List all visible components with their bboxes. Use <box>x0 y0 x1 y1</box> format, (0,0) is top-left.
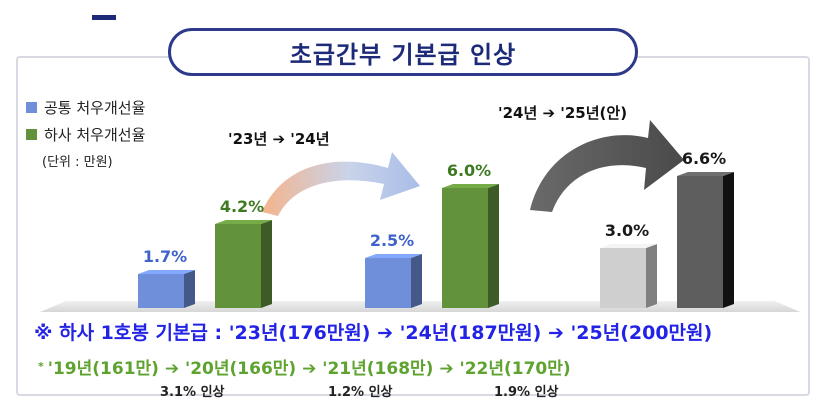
increase-note-20-21: 1.2% 인상 <box>328 385 393 400</box>
legend-item-common: 공통 처우개선율 <box>26 97 145 118</box>
bar-label-2-0: 3.0% <box>605 221 649 240</box>
footnote-base-pay: ※ 하사 1호봉 기본급 : '23년(176만원) ➔ '24년(187만원)… <box>34 322 713 344</box>
arrow-24-25 <box>530 120 684 212</box>
title-banner: 초급간부 기본급 인상 <box>168 28 638 76</box>
history-bullet: * <box>38 360 44 373</box>
legend-swatch-common <box>26 102 37 113</box>
bar-0-1 <box>215 220 272 308</box>
bar-0-0 <box>138 270 195 308</box>
unit-note: (단위 : 만원) <box>42 155 113 170</box>
legend-label-sergeant: 하사 처우개선율 <box>44 126 146 144</box>
arrow-23-24 <box>262 152 420 216</box>
page-title: 초급간부 기본급 인상 <box>289 40 517 69</box>
increase-note-19-20: 3.1% 인상 <box>160 385 225 400</box>
bar-2-0 <box>600 244 657 308</box>
increase-note-21-22: 1.9% 인상 <box>494 385 559 400</box>
annotation-24-25: '24년 ➔ '25년(안) <box>498 104 627 122</box>
legend-item-sergeant: 하사 처우개선율 <box>26 124 145 145</box>
history-text: '19년(161만) ➔ '20년(166만) ➔ '21년(168만) ➔ '… <box>47 359 571 379</box>
legend-swatch-sergeant <box>26 129 37 140</box>
legend-label-common: 공통 처우개선율 <box>44 99 146 117</box>
bar-label-2-1: 6.6% <box>682 149 726 168</box>
bar-label-1-0: 2.5% <box>370 231 414 250</box>
bar-1-0 <box>365 254 422 308</box>
footnote-history: * '19년(161만) ➔ '20년(166만) ➔ '21년(168만) ➔ … <box>38 354 571 379</box>
bar-label-0-0: 1.7% <box>143 247 187 266</box>
annotation-23-24: '23년 ➔ '24년 <box>228 130 330 148</box>
decorative-mark <box>92 15 116 20</box>
bar-label-1-1: 6.0% <box>447 161 491 180</box>
bar-1-1 <box>442 184 499 308</box>
bar-2-1 <box>677 172 734 308</box>
bar-label-0-1: 4.2% <box>220 197 264 216</box>
